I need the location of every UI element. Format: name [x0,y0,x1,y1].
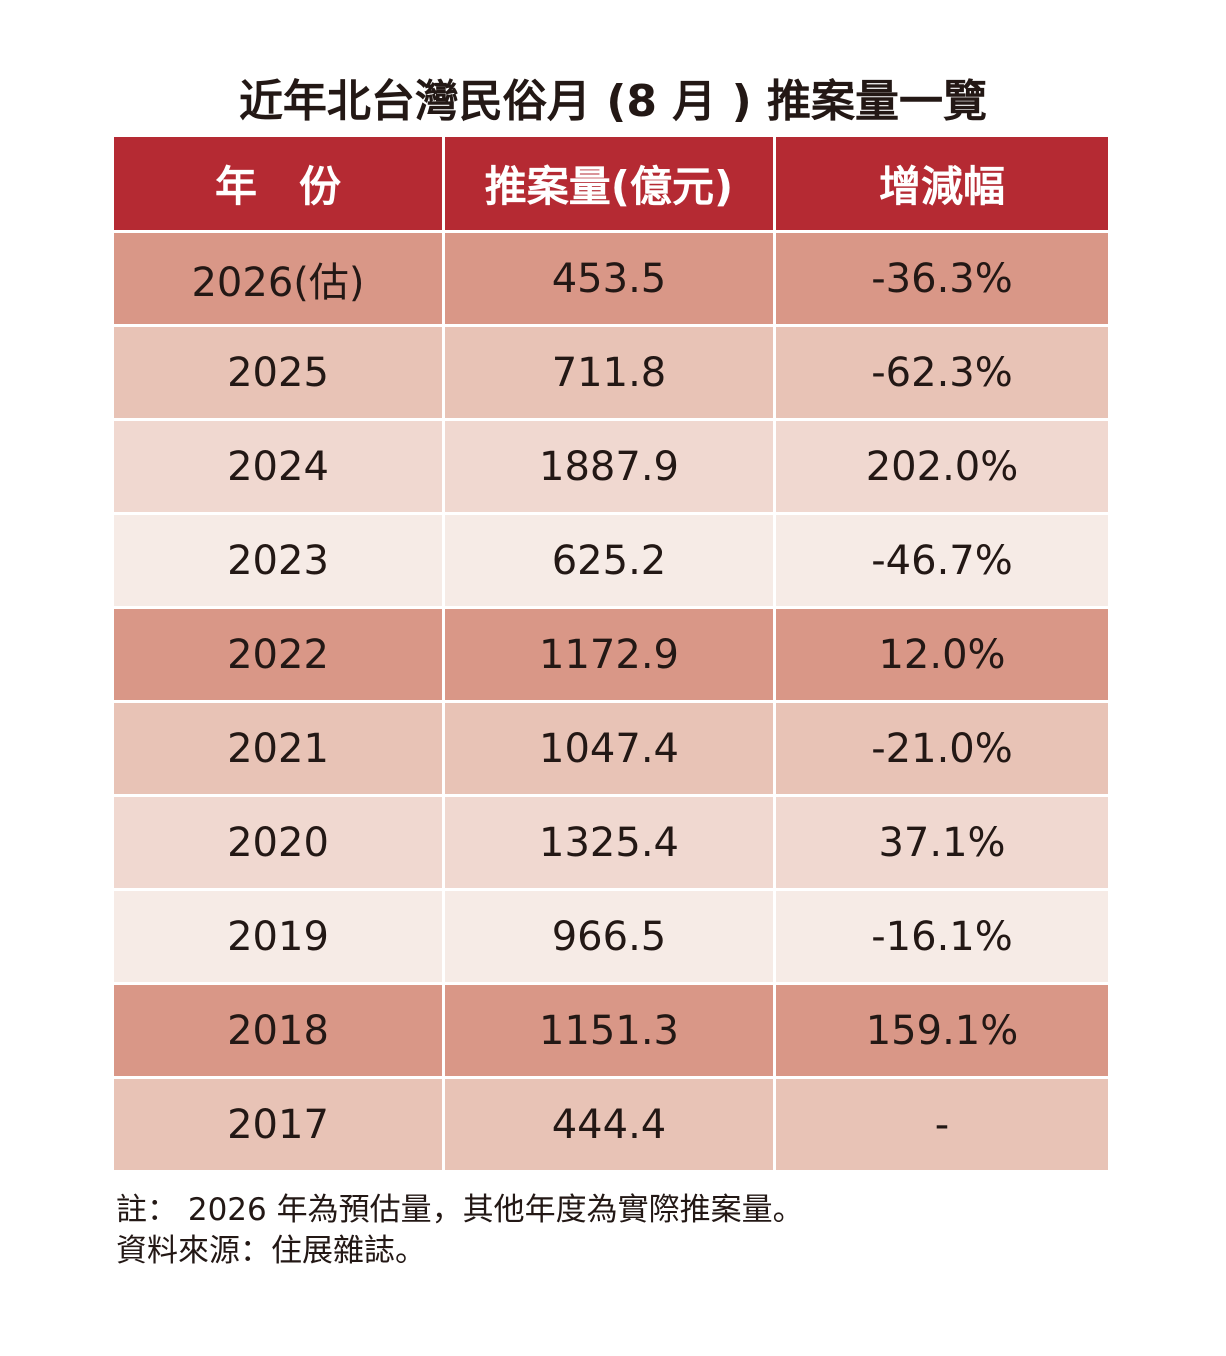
cell-change: 37.1% [776,797,1108,891]
cell-year: 2020 [114,797,445,891]
header-change: 增減幅 [776,137,1108,233]
table-row: 2025 711.8 -62.3% [114,327,1108,421]
table-row: 2018 1151.3 159.1% [114,985,1108,1079]
cell-year: 2025 [114,327,445,421]
cell-change: 12.0% [776,609,1108,703]
header-value: 推案量(億元) [445,137,776,233]
cell-year: 2018 [114,985,445,1079]
cell-year: 2022 [114,609,445,703]
cell-change: -36.3% [776,233,1108,327]
cell-value: 625.2 [445,515,776,609]
cell-year: 2021 [114,703,445,797]
page-title: 近年北台灣民俗月 (8 月 ) 推案量一覽 [238,76,988,127]
cell-change: -62.3% [776,327,1108,421]
cell-year: 2026(估) [114,233,445,327]
cell-year: 2019 [114,891,445,985]
cell-value: 1151.3 [445,985,776,1079]
table-header-row: 年 份 推案量(億元) 增減幅 [114,137,1108,233]
cell-change: -16.1% [776,891,1108,985]
table-row: 2026(估) 453.5 -36.3% [114,233,1108,327]
cell-change: -46.7% [776,515,1108,609]
cell-year: 2024 [114,421,445,515]
cell-value: 711.8 [445,327,776,421]
cell-change: 202.0% [776,421,1108,515]
table-row: 2020 1325.4 37.1% [114,797,1108,891]
cell-change: - [776,1079,1108,1170]
header-year: 年 份 [114,137,445,233]
cell-value: 1887.9 [445,421,776,515]
table-row: 2024 1887.9 202.0% [114,421,1108,515]
cell-value: 444.4 [445,1079,776,1170]
cell-change: -21.0% [776,703,1108,797]
table-row: 2023 625.2 -46.7% [114,515,1108,609]
cell-value: 1047.4 [445,703,776,797]
footnote-note: 註： 2026 年為預估量，其他年度為實際推案量。 [116,1192,804,1228]
cell-value: 453.5 [445,233,776,327]
cell-value: 1172.9 [445,609,776,703]
table-row: 2019 966.5 -16.1% [114,891,1108,985]
cell-value: 1325.4 [445,797,776,891]
cell-year: 2017 [114,1079,445,1170]
data-table: 年 份 推案量(億元) 增減幅 2026(估) 453.5 -36.3% 202… [114,137,1108,1170]
footnote-source: 資料來源：住展雜誌。 [116,1233,426,1269]
cell-change: 159.1% [776,985,1108,1079]
cell-value: 966.5 [445,891,776,985]
table-row: 2022 1172.9 12.0% [114,609,1108,703]
table-row: 2017 444.4 - [114,1079,1108,1170]
cell-year: 2023 [114,515,445,609]
table-row: 2021 1047.4 -21.0% [114,703,1108,797]
